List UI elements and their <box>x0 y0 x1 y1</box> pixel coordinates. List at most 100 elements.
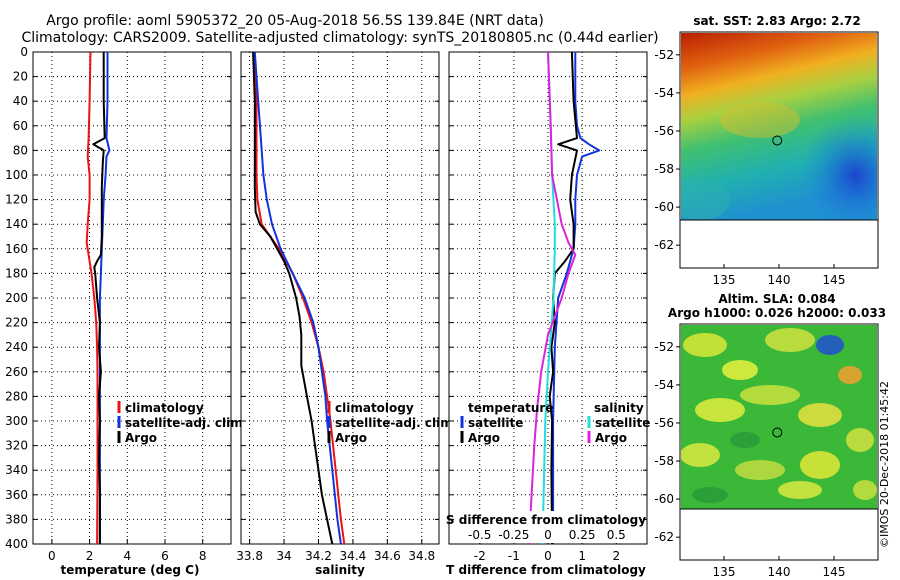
temperature-difference-legend: temperature satellite Argo <box>460 401 553 445</box>
salinity-panel: 33.8 34 34.2 34.4 34.6 34.8 salinity climatol… <box>236 51 457 577</box>
sst-warm-tongue <box>720 102 800 138</box>
sst-cool-patch <box>681 180 730 220</box>
longitude-tick-label: 145 <box>823 565 846 579</box>
legend-heading-salinity: salinity <box>594 401 644 415</box>
legend-label-temperature-argo: Argo <box>468 431 500 445</box>
sla-anomaly-blob <box>692 487 728 503</box>
series-line-climatology <box>85 51 99 545</box>
salinity-tick-label: 33.8 <box>236 549 263 563</box>
salinity-tick-label: 34 <box>276 549 291 563</box>
longitude-tick-label: 140 <box>768 565 791 579</box>
series-line-argo <box>92 52 106 544</box>
s-difference-axis-label: S difference from climatology <box>446 513 646 527</box>
temperature-difference-axis-ticks: -2 -1 0 1 2 <box>474 549 620 563</box>
depth-tick-label: 280 <box>5 389 28 403</box>
latitude-tick-label: -52 <box>654 340 674 354</box>
depth-tick-label: 140 <box>5 217 28 231</box>
salinity-legend: climatology satellite-adj. clim. Argo <box>327 401 457 445</box>
salinity-tick-label: 34.8 <box>408 549 435 563</box>
sla-field <box>681 325 877 509</box>
t-difference-axis-label: T difference from climatology <box>446 563 646 577</box>
difference-tick-label: 2 <box>612 549 620 563</box>
latitude-tick-label: -56 <box>654 416 674 430</box>
sst-map-axis-ticks: -52 -54 -56 -58 -60 -62 135 140 145 <box>654 48 845 287</box>
difference-tick-label: 1 <box>578 549 586 563</box>
sla-anomaly-blob <box>853 480 877 500</box>
longitude-tick-label: 140 <box>768 273 791 287</box>
latitude-tick-label: -52 <box>654 48 674 62</box>
sla-anomaly-blob <box>778 481 822 499</box>
latitude-tick-label: -58 <box>654 162 674 176</box>
sla-anomaly-blob <box>765 328 815 352</box>
latitude-tick-label: -60 <box>654 200 674 214</box>
legend-label-argo: Argo <box>125 431 157 445</box>
sla-anomaly-blob <box>730 432 760 448</box>
depth-tick-label: 320 <box>5 439 28 453</box>
salinity-tick-label: 34.4 <box>340 549 367 563</box>
sst-map-title: sat. SST: 2.83 Argo: 2.72 <box>693 14 860 28</box>
temperature-tick-label: 8 <box>199 549 207 563</box>
longitude-tick-label: 135 <box>713 273 736 287</box>
depth-tick-label: 360 <box>5 488 28 502</box>
latitude-tick-label: -60 <box>654 492 674 506</box>
sst-map-panel: sat. SST: 2.83 Argo: 2.72 -52 -54 -56 -58 -6… <box>654 14 879 287</box>
latitude-tick-label: -56 <box>654 124 674 138</box>
sla-anomaly-blob <box>846 428 874 452</box>
legend-label-temperature-satellite: satellite <box>468 416 523 430</box>
salinity-difference-legend: salinity satellite Argo <box>587 401 650 445</box>
depth-tick-label: 20 <box>13 70 28 84</box>
legend-label-argo: Argo <box>335 431 367 445</box>
sla-map-subtitle: Argo h1000: 0.026 h2000: 0.033 <box>668 306 886 320</box>
longitude-tick-label: 145 <box>823 273 846 287</box>
legend-label-satellite: satellite-adj. clim. <box>125 416 247 430</box>
sla-anomaly-blob <box>722 360 758 380</box>
salinity-axis-ticks: 33.8 34 34.2 34.4 34.6 34.8 <box>236 549 435 563</box>
latitude-tick-label: -62 <box>654 238 674 252</box>
sla-anomaly-blob <box>838 366 862 384</box>
legend-heading-temperature: temperature <box>468 401 553 415</box>
sla-anomaly-blobs <box>681 328 877 503</box>
sla-anomaly-blob <box>681 443 720 467</box>
sla-anomaly-blob <box>798 403 842 427</box>
sla-anomaly-blob <box>740 385 800 405</box>
s-difference-axis-box <box>456 511 640 543</box>
depth-tick-label: 120 <box>5 193 28 207</box>
legend-label-salinity-argo: Argo <box>595 431 627 445</box>
depth-tick-label: 160 <box>5 242 28 256</box>
sla-anomaly-blob <box>800 451 840 479</box>
depth-tick-label: 200 <box>5 291 28 305</box>
difference-tick-label: -2 <box>474 549 486 563</box>
latitude-tick-label: -54 <box>654 86 674 100</box>
series-line-temperature-argo <box>548 51 578 545</box>
latitude-tick-label: -58 <box>654 454 674 468</box>
depth-tick-label: 240 <box>5 340 28 354</box>
depth-tick-label: 400 <box>5 537 28 551</box>
sst-field <box>681 33 877 220</box>
temperature-tick-label: 6 <box>161 549 169 563</box>
depth-tick-label: 180 <box>5 266 28 280</box>
series-line-argo <box>252 51 334 545</box>
sla-argo-position-marker <box>772 427 783 438</box>
salinity-axis-label: salinity <box>315 563 365 577</box>
s-difference-tick-label: 0 <box>544 528 552 542</box>
difference-grid <box>449 51 647 545</box>
title-line-1: Argo profile: aoml 5905372_20 05-Aug-201… <box>46 13 544 29</box>
depth-tick-label: 380 <box>5 512 28 526</box>
longitude-tick-label: 135 <box>713 565 736 579</box>
temperature-panel: 0204060801001201401601802002202402602803… <box>5 45 247 577</box>
depth-tick-label: 40 <box>13 94 28 108</box>
legend-label-satellite: satellite-adj. clim. <box>335 416 457 430</box>
sst-cold-patch <box>800 115 877 220</box>
sla-anomaly-blob <box>683 333 727 357</box>
difference-tick-label: 0 <box>544 549 552 563</box>
depth-tick-label: 0 <box>20 45 28 59</box>
series-line-salinity-argo <box>527 51 577 545</box>
sla-anomaly-blob <box>735 460 785 480</box>
s-difference-tick-label: 0.25 <box>569 528 596 542</box>
temperature-axis-label: temperature (deg C) <box>61 563 200 577</box>
latitude-tick-label: -54 <box>654 378 674 392</box>
salinity-grid <box>241 51 439 545</box>
sla-anomaly-blob <box>695 398 745 422</box>
depth-tick-label: 100 <box>5 168 28 182</box>
